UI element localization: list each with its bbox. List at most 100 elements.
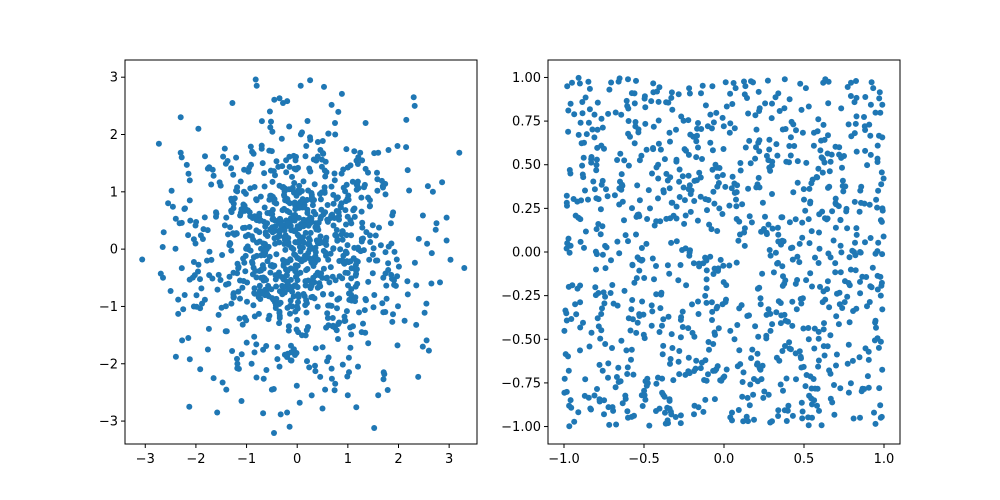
data-point [365,340,372,347]
data-point [577,238,584,245]
data-point [589,126,596,133]
data-point [799,129,806,136]
y-tick-label: 1.00 [512,71,541,86]
data-point [374,257,381,264]
data-point [355,363,361,370]
data-point [585,196,591,203]
data-point [689,301,695,308]
data-point [707,139,714,146]
data-point [379,300,386,307]
data-point [776,108,783,114]
data-point [288,227,295,234]
data-point [613,374,620,380]
data-point [875,187,882,194]
data-point [801,196,807,203]
data-point [864,303,870,310]
data-point [700,408,707,415]
data-point [279,282,286,289]
data-point [385,260,392,267]
data-point [798,300,805,307]
data-point [707,253,714,260]
data-point [659,322,665,329]
data-point [836,151,843,158]
data-point [288,244,295,251]
data-point [186,197,193,204]
data-point [760,394,767,401]
data-point [806,185,813,192]
data-point [835,321,842,328]
data-point [249,148,256,155]
data-point [601,300,608,307]
data-point [704,207,710,214]
data-point [797,296,804,302]
data-point [602,265,609,272]
data-point [415,235,422,242]
data-point [260,410,267,417]
y-tick-label: 0 [110,243,118,258]
data-point [820,121,827,128]
data-point [645,187,652,194]
data-point [344,270,351,276]
data-point [302,302,309,309]
data-point [172,215,179,222]
data-point [423,337,430,344]
data-point [821,320,827,327]
data-point [270,386,277,392]
data-point [276,312,283,319]
data-point [183,161,190,168]
data-point [343,232,350,239]
data-point [642,104,649,111]
data-point [217,182,224,189]
data-point [303,267,310,274]
data-point [628,90,635,97]
data-point [776,357,783,364]
data-point [565,367,572,374]
data-point [231,195,238,202]
data-point [347,344,354,351]
data-point [765,306,772,313]
data-point [616,250,623,257]
data-point [775,90,782,97]
data-point [297,269,304,276]
data-point [706,221,713,228]
data-point [857,187,864,194]
data-point [691,198,698,204]
y-tick-label: 1 [110,185,118,200]
data-point [265,285,272,292]
data-point [853,225,860,232]
data-point [644,375,651,382]
data-point [617,150,624,157]
data-point [761,388,768,395]
data-point [294,223,301,230]
data-point [871,337,878,344]
data-point [168,187,175,194]
data-point [197,366,204,373]
x-axis: −3 −2 −1 0 1 2 3 [136,444,453,467]
data-point [641,275,648,281]
data-point [306,217,313,224]
data-point [766,136,773,143]
data-point [857,290,864,297]
y-tick-label: 2 [110,128,118,143]
data-point [395,303,401,310]
data-point [737,361,744,368]
data-point [172,353,179,360]
data-point [228,247,235,254]
data-point [815,328,822,335]
data-point [824,343,831,350]
data-point [573,311,580,318]
data-point [808,395,815,402]
data-point [242,252,249,259]
data-point [286,423,293,430]
data-point [769,321,776,328]
data-point [155,140,162,147]
data-point [705,339,712,345]
data-point [580,154,587,161]
data-point [717,256,724,263]
data-point [352,283,359,290]
data-point [650,123,657,130]
data-point [312,345,319,352]
data-point [694,217,701,224]
data-point [867,132,874,139]
data-point [443,214,450,221]
